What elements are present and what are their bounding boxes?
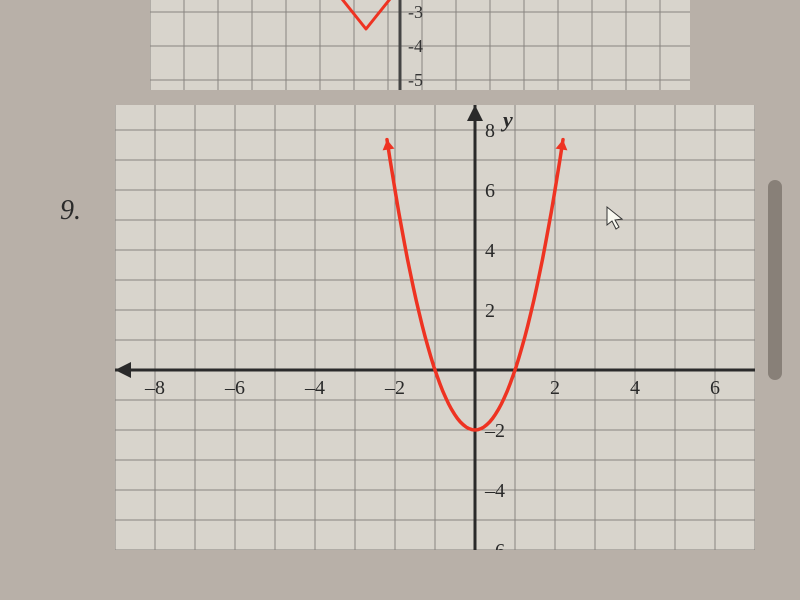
svg-text:4: 4 bbox=[630, 377, 640, 399]
svg-text:–6: –6 bbox=[224, 377, 245, 399]
y-axis-label: y bbox=[500, 107, 513, 132]
svg-text:–2: –2 bbox=[384, 377, 405, 399]
svg-text:2: 2 bbox=[485, 300, 495, 322]
svg-text:6: 6 bbox=[485, 180, 495, 202]
svg-text:2: 2 bbox=[550, 377, 560, 399]
svg-text:-3: -3 bbox=[408, 2, 423, 22]
svg-text:–8: –8 bbox=[144, 377, 165, 399]
top-chart-svg: -3 -4 -5 bbox=[150, 0, 690, 90]
top-partial-chart: -3 -4 -5 bbox=[150, 0, 690, 90]
svg-text:4: 4 bbox=[485, 240, 495, 262]
svg-text:–6: –6 bbox=[484, 540, 505, 550]
svg-text:–4: –4 bbox=[484, 480, 505, 502]
scrollbar-thumb[interactable] bbox=[768, 180, 782, 380]
main-chart: –8–6–4–2246 8642–2–4–6 y bbox=[115, 105, 755, 550]
svg-text:–4: –4 bbox=[304, 377, 325, 399]
svg-text:6: 6 bbox=[710, 377, 720, 399]
svg-text:8: 8 bbox=[485, 120, 495, 142]
svg-text:-5: -5 bbox=[408, 70, 423, 90]
main-chart-svg: –8–6–4–2246 8642–2–4–6 y bbox=[115, 105, 755, 550]
svg-text:-4: -4 bbox=[408, 36, 423, 56]
problem-number: 9. bbox=[60, 195, 81, 227]
page-container: -3-4-5 9. –8–6–4–2246 8642–2–4–6 y bbox=[0, 0, 800, 600]
